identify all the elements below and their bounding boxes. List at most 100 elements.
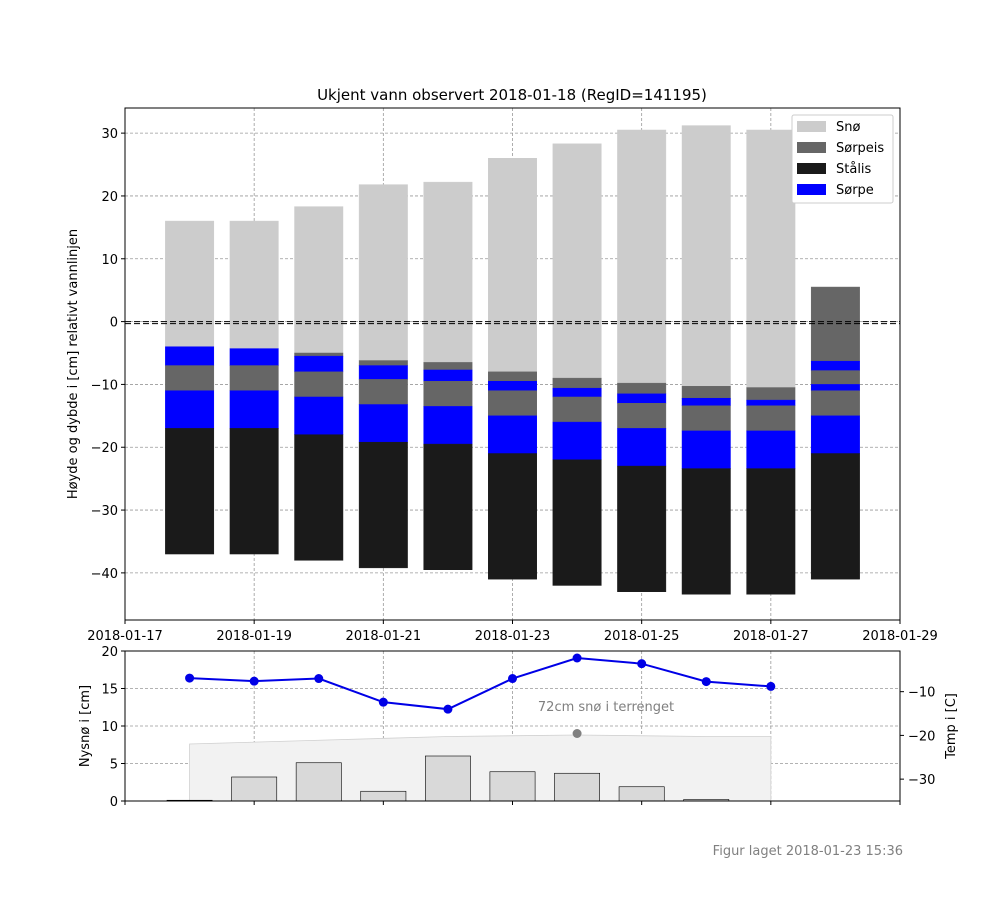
terrain-snow-marker	[572, 729, 582, 738]
ice-layer-sorpe	[488, 381, 537, 391]
main-y-tick-label: 30	[101, 127, 118, 142]
ice-layer-stalis	[552, 459, 602, 586]
ice-layer-sno	[165, 220, 215, 347]
sub-y-axis-label: Nysnø i [cm]	[78, 685, 93, 767]
main-y-tick-label: −10	[91, 378, 118, 393]
main-x-tick-label: 2018-01-29	[862, 629, 938, 644]
ice-layer-sorpe	[617, 428, 667, 467]
ice-layer-sorpe	[229, 348, 279, 366]
ice-layer-sorpeis	[294, 352, 344, 357]
main-y-tick-label: 0	[110, 316, 118, 331]
temperature-point	[701, 677, 711, 687]
new-snow-bar	[618, 786, 665, 802]
main-x-tick-label: 2018-01-17	[87, 629, 163, 644]
new-snow-bar	[489, 771, 536, 802]
legend-swatch-sno	[797, 121, 826, 132]
sub-y-tick-label: 20	[101, 645, 118, 660]
ice-layer-sorpeis	[229, 365, 279, 391]
ice-layer-sorpe	[552, 387, 602, 398]
ice-layer-sorpe	[488, 415, 537, 454]
sub-y2-axis-label: Temp i [C]	[944, 693, 959, 760]
sub-y2-tick-label: −30	[908, 773, 935, 788]
ice-layer-stalis	[681, 468, 731, 595]
main-y-tick-label: −30	[91, 504, 118, 519]
main-y-axis-label: Høyde og dybde i [cm] relativt vannlinje…	[66, 229, 81, 499]
ice-layer-sorpe	[165, 346, 215, 366]
ice-layer-stalis	[746, 468, 796, 595]
main-y-tick-label: −40	[91, 567, 118, 582]
ice-layer-sorpeis	[552, 377, 602, 389]
ice-layer-sorpe	[294, 355, 344, 373]
sub-y-tick-label: 5	[110, 758, 118, 773]
new-snow-bar	[554, 772, 600, 802]
temperature-point	[314, 674, 324, 684]
ice-layer-stalis	[488, 453, 537, 580]
main-plot-area: 30 20 10 0 −10 −20 −30 −40 2018-01-17 2018-01-19 2…	[87, 107, 938, 644]
legend-swatch-sorpeis	[797, 142, 826, 153]
ice-column	[617, 129, 667, 592]
ice-column	[165, 220, 215, 555]
temperature-point	[766, 681, 776, 691]
main-x-tick-label: 2018-01-27	[733, 629, 809, 644]
main-x-tick-label: 2018-01-21	[346, 629, 422, 644]
ice-layer-sorpe	[423, 406, 473, 445]
main-y-tick-label: 10	[101, 253, 118, 268]
ice-layer-sorpeis	[810, 370, 860, 385]
ice-layer-sorpeis	[552, 396, 602, 423]
ice-layer-sno	[294, 206, 344, 354]
ice-layer-sorpeis	[810, 390, 860, 417]
temperature-point	[185, 673, 195, 683]
main-x-tick-label: 2018-01-25	[604, 629, 680, 644]
ice-layer-sorpeis	[423, 362, 473, 371]
temperature-line	[189, 656, 771, 711]
ice-layer-stalis	[165, 428, 215, 555]
ice-layer-sorpe	[423, 369, 473, 382]
ice-column	[423, 181, 473, 570]
ice-layer-sno	[552, 143, 602, 379]
temperature-point	[378, 697, 388, 707]
main-x-tick-label: 2018-01-19	[216, 629, 292, 644]
ice-layer-sorpe	[681, 397, 731, 407]
ice-column	[229, 220, 279, 555]
temperature-point	[637, 659, 647, 669]
ice-layer-sorpeis	[488, 371, 537, 382]
sub-y-tick-label: 15	[101, 683, 118, 698]
ice-layer-sorpeis	[358, 360, 408, 366]
sub-y2-tick-label: −20	[908, 729, 935, 744]
main-chart-title: Ukjent vann observert 2018-01-18 (RegID=…	[317, 86, 707, 104]
sub-y2-tick-label: −10	[908, 686, 935, 701]
ice-column	[294, 206, 344, 561]
new-snow-bar	[425, 755, 471, 802]
ice-layer-sorpe	[810, 360, 860, 371]
ice-layer-sorpe	[746, 399, 796, 407]
ice-layer-sorpe	[165, 390, 215, 429]
ice-layer-sno	[488, 158, 537, 373]
ice-layer-sorpe	[358, 365, 408, 380]
legend-label-sorpeis: Sørpeis	[836, 141, 884, 156]
ice-layer-stalis	[423, 443, 473, 570]
figure-timestamp: Figur laget 2018-01-23 15:36	[713, 844, 903, 859]
legend-label-stalis: Stålis	[836, 162, 872, 177]
ice-layer-sorpe	[810, 415, 860, 454]
ice-layer-sorpe	[229, 390, 279, 429]
ice-layer-sorpeis	[810, 286, 860, 362]
ice-layer-sno	[681, 125, 731, 387]
legend-swatch-sorpe	[797, 184, 826, 195]
ice-layer-sorpeis	[423, 381, 473, 407]
legend-label-sno: Snø	[836, 120, 860, 135]
ice-column	[488, 158, 537, 580]
temperature-point	[508, 674, 517, 684]
main-y-tick-label: −20	[91, 441, 118, 456]
legend: Snø Sørpeis Stålis Sørpe	[791, 114, 894, 204]
ice-layer-sno	[229, 220, 279, 349]
ice-layer-sorpeis	[681, 386, 731, 399]
ice-layer-sno	[617, 129, 667, 384]
ice-layer-sorpeis	[617, 382, 667, 395]
main-x-tick-label: 2018-01-23	[475, 629, 551, 644]
ice-layer-sorpeis	[488, 390, 537, 417]
ice-column	[681, 125, 731, 595]
ice-layer-stalis	[810, 453, 860, 580]
ice-layer-sorpe	[552, 421, 602, 461]
ice-layer-stalis	[617, 465, 667, 592]
ice-layer-sorpe	[294, 396, 344, 435]
